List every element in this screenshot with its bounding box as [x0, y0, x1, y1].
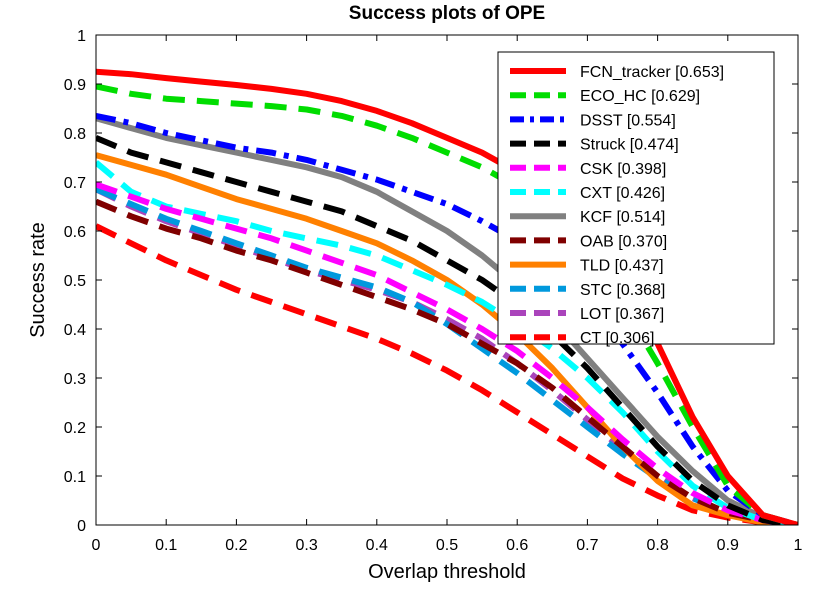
series-line-7 [96, 115, 798, 525]
x-tick-label: 0.2 [225, 537, 247, 554]
series-line-12 [96, 223, 798, 525]
legend-box [497, 51, 775, 345]
legend-entry: STC [0.368] [580, 282, 665, 299]
legend-entry: CXT [0.426] [580, 185, 665, 202]
series-line-4 [96, 135, 798, 525]
y-axis-label: Success rate [27, 222, 49, 338]
y-tick-label: 0.4 [64, 322, 86, 339]
y-tick-label: 0.8 [64, 126, 86, 143]
y-tick-label: 0.3 [64, 371, 86, 388]
legend: FCN_tracker [0.653] ECO_HC [0.629] DSST [0… [497, 51, 775, 347]
x-tick-label: 0.9 [717, 537, 739, 554]
legend-entry: DSST [0.554] [580, 112, 676, 129]
y-tick-label: 1 [77, 28, 86, 45]
series-line-1 [96, 68, 798, 525]
series-line-2 [96, 83, 798, 525]
x-tick-label: 0 [92, 537, 101, 554]
y-tick-label: 0.1 [64, 469, 86, 486]
x-tick-label: 0.5 [436, 537, 458, 554]
x-tick-label: 0.1 [155, 537, 177, 554]
legend-entry: CT [0.306] [580, 330, 654, 347]
legend-entry: FCN_tracker [0.653] [580, 64, 724, 81]
x-tick-label: 0.8 [646, 537, 668, 554]
series-layer [96, 68, 798, 525]
series-line-9 [96, 152, 798, 525]
legend-entry: LOT [0.367] [580, 306, 664, 323]
x-tick-label: 0.7 [576, 537, 598, 554]
legend-entry: ECO_HC [0.629] [580, 88, 700, 105]
series-line-8 [96, 198, 798, 525]
y-tick-label: 0.6 [64, 224, 86, 241]
legend-entry: TLD [0.437] [580, 258, 664, 275]
x-tick-label: 0.6 [506, 537, 528, 554]
legend-entry: OAB [0.370] [580, 233, 667, 250]
chart-title: Success plots of OPE [348, 3, 546, 24]
x-tick-label: 0.4 [366, 537, 388, 554]
series-line-5 [96, 181, 798, 525]
x-tick-label: 1 [794, 537, 803, 554]
series-line-6 [96, 160, 798, 525]
legend-entry: Struck [0.474] [580, 137, 679, 154]
x-axis-ticks: 0 0.1 0.2 0.3 0.4 0.5 0.6 0.7 0.8 0.9 1 [92, 35, 803, 554]
legend-entry: KCF [0.514] [580, 209, 665, 226]
y-tick-label: 0.7 [64, 175, 86, 192]
y-axis-ticks: 0 0.1 0.2 0.3 0.4 0.5 0.6 0.7 0.8 0.9 1 [64, 28, 798, 535]
y-tick-label: 0.2 [64, 420, 86, 437]
y-tick-label: 0 [77, 518, 86, 535]
x-tick-label: 0.3 [295, 537, 317, 554]
y-tick-label: 0.9 [64, 77, 86, 94]
legend-entry: CSK [0.398] [580, 161, 666, 178]
y-tick-label: 0.5 [64, 273, 86, 290]
x-axis-label: Overlap threshold [368, 561, 526, 583]
